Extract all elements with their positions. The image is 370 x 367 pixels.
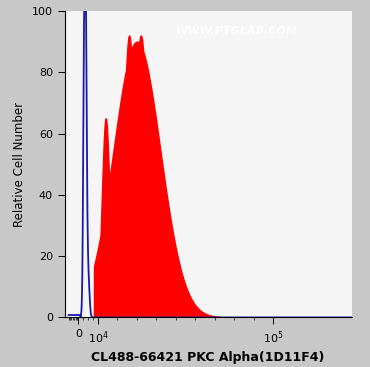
- Y-axis label: Relative Cell Number: Relative Cell Number: [13, 102, 26, 227]
- Text: WWW.PTGLAB.COM: WWW.PTGLAB.COM: [176, 26, 298, 36]
- X-axis label: CL488-66421 PKC Alpha(1D11F4): CL488-66421 PKC Alpha(1D11F4): [91, 352, 325, 364]
